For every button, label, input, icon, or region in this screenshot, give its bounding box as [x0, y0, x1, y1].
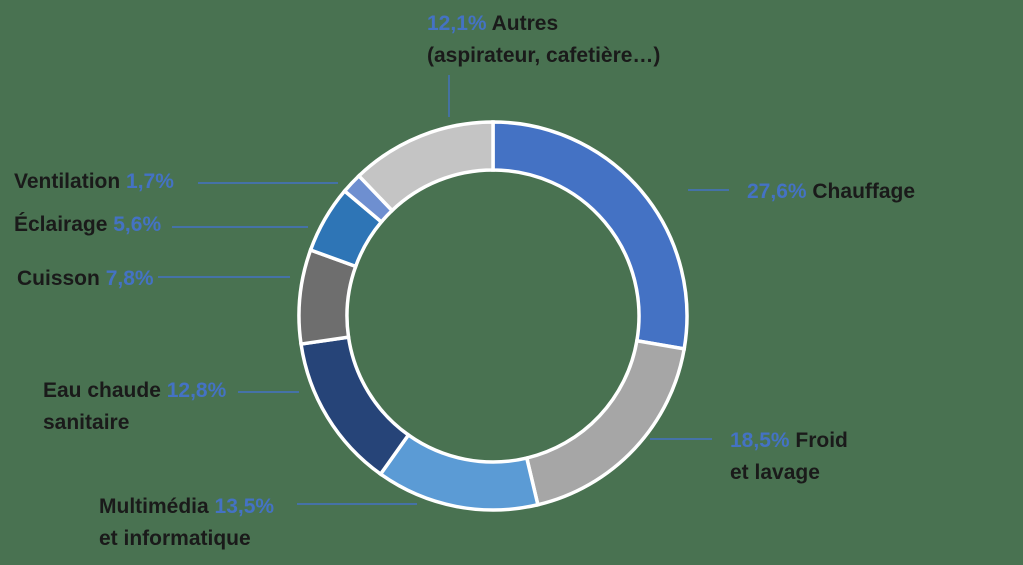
slice-autres [356, 120, 495, 213]
eau-chaude-name: Eau chaude [43, 379, 161, 402]
froid-line2: et lavage [730, 461, 820, 484]
label-eau-chaude: Eau chaude 12,8% sanitaire [43, 375, 226, 439]
label-eclairage-line1: Éclairage 5,6% [14, 209, 161, 241]
label-ventilation: Ventilation 1,7% [14, 166, 174, 198]
label-froid-line1: 18,5% Froid [730, 425, 848, 457]
chauffage-name: Chauffage [812, 180, 916, 203]
multimedia-name: Multimédia [99, 495, 209, 518]
autres-pct: 12,1% [427, 12, 487, 35]
eclairage-name: Éclairage [14, 213, 108, 236]
slice-eau_chaude [299, 335, 411, 477]
froid-name: Froid [795, 429, 848, 452]
label-eau-chaude-line1: Eau chaude 12,8% [43, 375, 226, 407]
label-multimedia: Multimédia 13,5% et informatique [99, 491, 274, 555]
autres-name: Autres [491, 12, 559, 35]
label-froid: 18,5% Froid et lavage [730, 425, 848, 489]
autres-line2: (aspirateur, cafetière…) [427, 44, 661, 67]
eau-chaude-line2: sanitaire [43, 411, 130, 434]
label-autres: 12,1% Autres (aspirateur, cafetière…) [427, 8, 660, 72]
slice-multimedia [378, 432, 540, 512]
slice-froid [524, 338, 687, 507]
froid-pct: 18,5% [730, 429, 790, 452]
chauffage-pct: 27,6% [747, 180, 807, 203]
label-multimedia-line1: Multimédia 13,5% [99, 491, 274, 523]
multimedia-line2: et informatique [99, 527, 251, 550]
label-chauffage: 27,6% Chauffage [747, 176, 915, 208]
label-autres-line1: 12,1% Autres [427, 8, 660, 40]
ventilation-pct: 1,7% [126, 170, 174, 193]
label-eclairage: Éclairage 5,6% [14, 209, 161, 241]
label-cuisson-line1: Cuisson 7,8% [17, 263, 154, 295]
eclairage-pct: 5,6% [113, 213, 162, 236]
label-chauffage-line1: 27,6% Chauffage [747, 176, 915, 208]
label-ventilation-line1: Ventilation 1,7% [14, 166, 174, 198]
multimedia-pct: 13,5% [214, 495, 275, 518]
cuisson-name: Cuisson [17, 267, 100, 290]
eau-chaude-pct: 12,8% [166, 379, 227, 402]
ventilation-name: Ventilation [14, 170, 121, 193]
label-cuisson: Cuisson 7,8% [17, 263, 154, 295]
cuisson-pct: 7,8% [105, 267, 154, 290]
slice-chauffage [491, 120, 689, 351]
